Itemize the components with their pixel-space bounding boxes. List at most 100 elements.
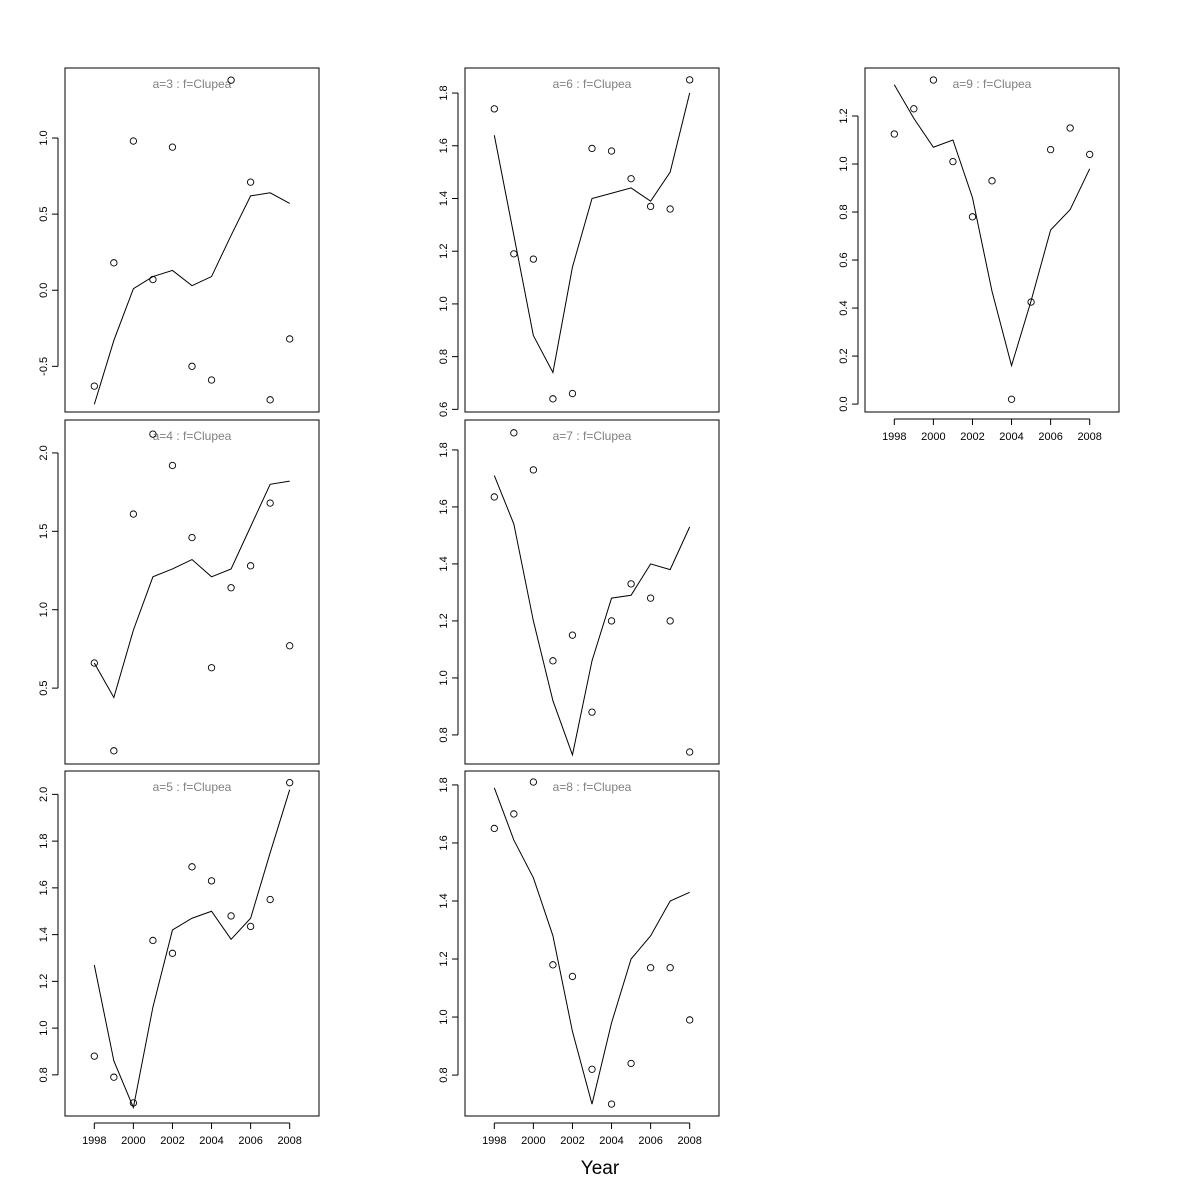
y-tick-label: 1.8 [438,777,450,792]
data-point [168,143,177,151]
data-point [607,147,616,155]
data-point [149,275,157,284]
data-point [90,659,98,667]
data-point [666,617,674,625]
data-point [266,396,274,404]
data-point [207,664,216,672]
y-tick-label: 1.6 [38,880,50,895]
data-point [207,376,216,384]
y-tick-label: 1.6 [438,835,450,850]
panel-title: a=3 : f=Clupea [153,77,232,91]
data-point [129,510,138,518]
fitted-line [493,787,690,1105]
x-tick-label: 2008 [677,1135,701,1147]
data-point [910,105,918,113]
data-point [549,961,557,969]
y-tick-label: 1.2 [438,951,450,966]
data-point [988,177,996,185]
y-tick-label: 1.8 [438,85,450,100]
data-point [588,708,596,716]
y-tick-label: 1.0 [438,296,450,311]
data-point [666,205,674,213]
y-tick-label: 1.2 [438,613,450,628]
x-tick-label: 2004 [599,1135,623,1147]
data-point [286,779,294,787]
y-tick-label: 0.5 [38,206,50,221]
y-tick-label: 0.2 [838,348,850,363]
x-axis-label: Year [580,1158,620,1179]
y-tick-label: 2.0 [38,787,50,802]
data-point [510,250,518,258]
x-tick-label: 1998 [882,431,906,443]
plot-frame [64,419,320,765]
data-point [227,912,235,920]
y-tick-label: 0.8 [438,349,450,364]
y-tick-label: 1.0 [838,156,850,171]
data-point [110,1073,118,1081]
data-point [890,130,898,138]
x-tick-label: 2004 [999,431,1023,443]
y-tick-label: -0.5 [38,357,50,376]
data-point [686,76,694,84]
panel: a=5 : f=Clupea 0.8 1.0 1.2 1.4 1.6 1.8 2.0 1998 2… [38,770,320,1147]
data-point [510,810,518,818]
y-tick-label: 1.0 [38,1020,50,1035]
data-point [568,972,577,981]
data-point [266,499,274,507]
data-point [949,157,957,166]
data-point [149,430,157,438]
data-point [646,202,655,211]
data-point [529,255,538,263]
data-point [588,144,596,153]
data-point [529,466,538,474]
data-point [286,335,294,343]
panel-title: a=6 : f=Clupea [553,77,632,91]
fitted-line [893,84,1091,368]
data-point [149,936,157,945]
y-tick-label: 1.4 [438,191,450,206]
data-point [168,461,177,470]
data-point [227,76,235,84]
x-tick-label: 2006 [638,1135,662,1147]
y-tick-label: 0.6 [438,402,450,417]
panel: a=6 : f=Clupea 0.6 0.8 1.0 1.2 1.4 1.6 1.8 [438,67,720,417]
data-point [1027,298,1035,306]
y-tick-label: 1.8 [38,833,50,848]
x-tick-label: 1998 [82,1135,106,1147]
data-point [607,1100,616,1108]
y-tick-label: 1.0 [38,602,50,617]
y-tick-label: 1.5 [38,524,50,539]
data-point [607,617,616,625]
plot-frame [864,67,1120,413]
data-point [646,964,655,972]
data-point [568,631,577,639]
x-tick-label: 2002 [160,1135,184,1147]
y-tick-label: 0.8 [838,204,850,219]
y-tick-label: 0.8 [38,1067,50,1082]
data-point [1007,395,1016,403]
panel: a=3 : f=Clupea -0.5 0.0 0.5 1.0 [38,67,320,413]
y-tick-label: 1.8 [438,442,450,457]
y-tick-label: 0.8 [438,727,450,742]
y-tick-label: 0.5 [38,680,50,695]
data-point [246,562,255,570]
plot-frame [464,770,720,1117]
x-tick-label: 2006 [238,1135,262,1147]
y-tick-label: 0.4 [838,300,850,315]
data-point [686,748,694,756]
y-tick-label: 1.0 [438,670,450,685]
data-point [686,1016,694,1024]
fitted-line [93,789,291,1110]
fitted-line [93,480,290,699]
data-point [490,493,498,501]
data-point [1086,150,1094,159]
panel: a=7 : f=Clupea 0.8 1.0 1.2 1.4 1.6 1.8 [438,419,720,765]
y-tick-label: 1.0 [438,1009,450,1024]
plot-frame [464,419,720,765]
y-tick-label: 0.0 [838,396,850,411]
data-point [129,137,138,145]
data-point [266,895,274,904]
data-point [1046,145,1055,154]
panel: a=9 : f=Clupea 0.0 0.2 0.4 0.6 0.8 1.0 1.2 1998 2… [838,67,1120,443]
y-tick-label: 1.4 [38,927,50,942]
